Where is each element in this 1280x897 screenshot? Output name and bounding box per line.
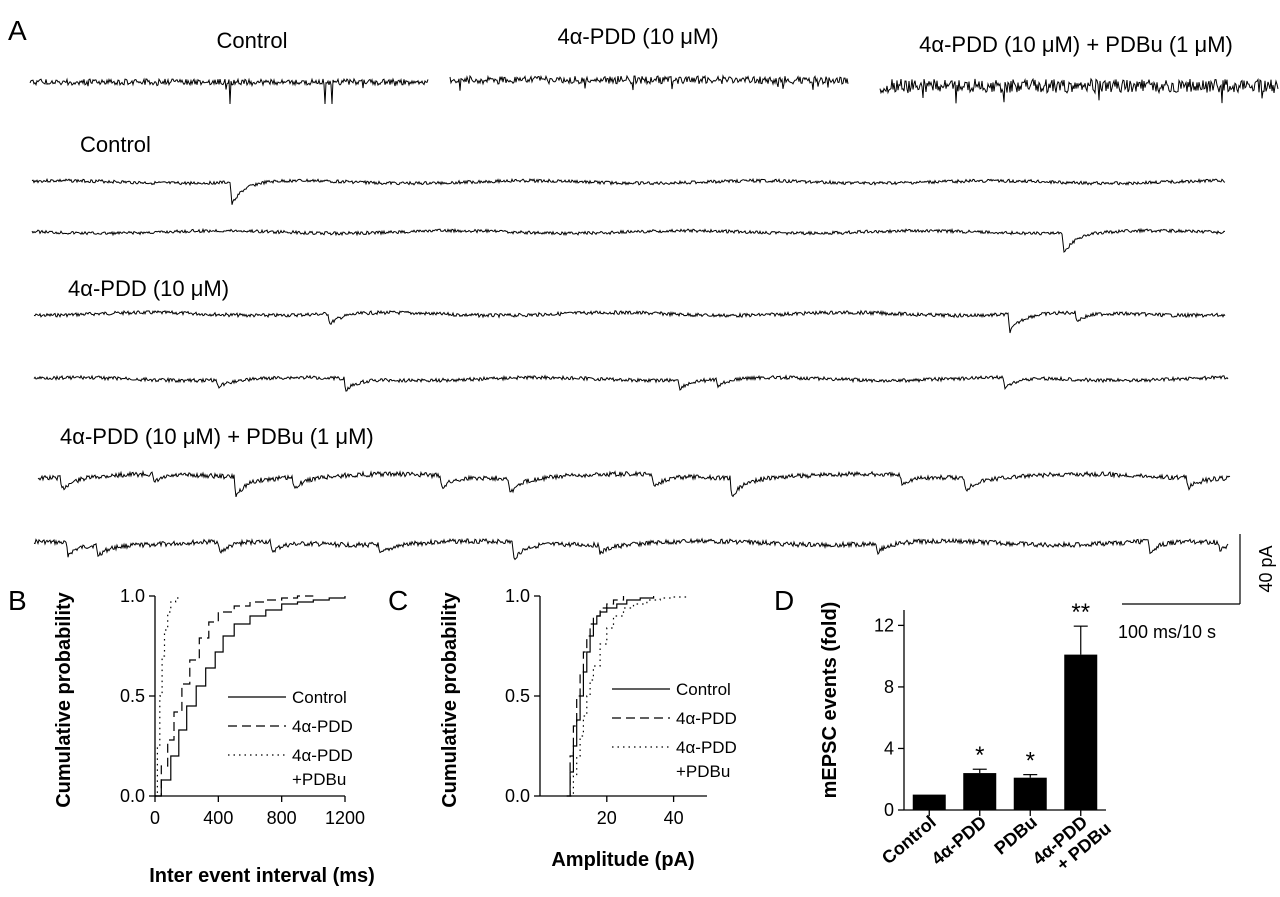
legend-entry-3: 4α-PDD +PDBu [676, 738, 737, 781]
panel-c-label: C [388, 585, 408, 616]
significance-mark-3: * [1026, 748, 1035, 775]
category-label-2: 4α-PDD [928, 812, 991, 869]
detail-trace [31, 227, 1226, 253]
bar-2 [963, 773, 997, 810]
series-line-2 [155, 595, 314, 797]
chart-b: B Cumulative probability Inter event int… [8, 585, 375, 887]
category-label-4: 4α-PDD+ PDBu [1029, 803, 1115, 884]
y-tick-label: 0.5 [120, 686, 145, 706]
detail-trace [31, 177, 1226, 205]
x-tick-label: 40 [664, 808, 684, 828]
x-tick-label: 20 [597, 808, 617, 828]
series-line-3 [155, 596, 181, 797]
significance-mark-2: * [975, 742, 984, 769]
y-tick-label: 0.0 [120, 786, 145, 806]
trace-label-control: Control [80, 132, 151, 157]
category-label-1: Control [878, 812, 940, 868]
chart-b-ylabel: Cumulative probability [53, 591, 75, 807]
detail-traces [31, 177, 1231, 561]
scale-bar: 40 pA 100 ms/10 s [1118, 534, 1276, 642]
scale-bar-vertical-label: 40 pA [1256, 545, 1276, 592]
bar-3 [1013, 777, 1047, 810]
legend-entry-1: Control [292, 688, 347, 707]
overview-trace [879, 77, 1279, 104]
overview-trace [449, 74, 849, 91]
y-tick-label: 1.0 [120, 586, 145, 606]
trace-label-4apdd-pdbu: 4α-PDD (10 μM) + PDBu (1 μM) [60, 424, 374, 449]
series-line-2 [566, 596, 625, 797]
overview-traces [29, 74, 1279, 105]
overview-label-control: Control [217, 28, 288, 53]
legend-entry-2: 4α-PDD [676, 709, 737, 728]
overview-label-4apdd-pdbu: 4α-PDD (10 μM) + PDBu (1 μM) [919, 32, 1233, 57]
y-tick-label: 8 [884, 677, 894, 697]
detail-trace [33, 374, 1229, 392]
detail-trace [33, 537, 1229, 561]
chart-c-xlabel: Amplitude (pA) [551, 849, 694, 871]
y-tick-label: 0 [884, 800, 894, 820]
trace-label-4apdd: 4α-PDD (10 μM) [68, 276, 229, 301]
y-tick-label: 0.0 [505, 786, 530, 806]
panel-a-label: A [8, 15, 27, 46]
overview-label-4apdd: 4α-PDD (10 μM) [557, 24, 718, 49]
chart-c-ylabel: Cumulative probability [439, 591, 461, 807]
significance-mark-4: ** [1071, 599, 1090, 626]
overview-trace [29, 77, 429, 105]
x-tick-label: 0 [150, 808, 160, 828]
bar-1 [912, 794, 946, 810]
y-tick-label: 4 [884, 738, 894, 758]
legend-entry-3: 4α-PDD +PDBu [292, 746, 353, 789]
panel-b-label: B [8, 585, 27, 616]
legend-entry-1: Control [676, 680, 731, 699]
y-tick-label: 0.5 [505, 686, 530, 706]
y-tick-label: 12 [874, 615, 894, 635]
detail-trace [33, 309, 1226, 334]
x-tick-label: 1200 [325, 808, 365, 828]
bar-4 [1064, 654, 1098, 810]
series-line-1 [155, 596, 346, 797]
panel-d-label: D [774, 585, 794, 616]
chart-b-xlabel: Inter event interval (ms) [149, 865, 375, 887]
x-tick-label: 800 [267, 808, 297, 828]
chart-d-ylabel: mEPSC events (fold) [819, 602, 841, 799]
scale-bar-horizontal-label: 100 ms/10 s [1118, 622, 1216, 642]
detail-trace [37, 469, 1231, 498]
chart-c: C Cumulative probability Amplitude (pA) … [388, 585, 737, 871]
legend-entry-2: 4α-PDD [292, 717, 353, 736]
series-line-3 [570, 596, 688, 797]
x-tick-label: 400 [203, 808, 233, 828]
series-line-1 [566, 596, 655, 797]
y-tick-label: 1.0 [505, 586, 530, 606]
chart-d: D mEPSC events (fold) 04812Control4α-PDD… [774, 585, 1115, 884]
